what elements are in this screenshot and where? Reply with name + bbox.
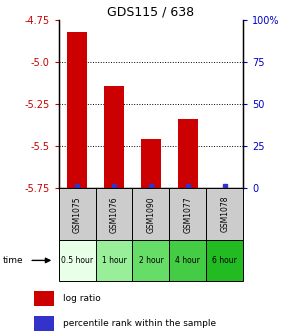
- Text: 2 hour: 2 hour: [139, 256, 163, 265]
- Bar: [178, 119, 198, 188]
- Bar: [67, 32, 87, 188]
- Text: log ratio: log ratio: [63, 294, 101, 303]
- Bar: [169, 240, 206, 281]
- Text: percentile rank within the sample: percentile rank within the sample: [63, 319, 216, 328]
- Bar: [206, 240, 243, 281]
- Bar: [132, 240, 169, 281]
- Text: GSM1076: GSM1076: [110, 196, 118, 233]
- Bar: [59, 240, 96, 281]
- Text: GSM1078: GSM1078: [220, 196, 229, 233]
- Bar: [169, 188, 206, 240]
- Bar: [132, 188, 169, 240]
- Text: 1 hour: 1 hour: [102, 256, 126, 265]
- Bar: [141, 139, 161, 188]
- Bar: [34, 316, 54, 331]
- Text: 6 hour: 6 hour: [212, 256, 237, 265]
- Text: GSM1077: GSM1077: [183, 196, 192, 233]
- Bar: [96, 240, 132, 281]
- Text: time: time: [3, 256, 23, 265]
- Bar: [96, 188, 132, 240]
- Text: 4 hour: 4 hour: [176, 256, 200, 265]
- Text: GSM1075: GSM1075: [73, 196, 81, 233]
- Text: 0.5 hour: 0.5 hour: [61, 256, 93, 265]
- Bar: [206, 188, 243, 240]
- Title: GDS115 / 638: GDS115 / 638: [107, 6, 195, 19]
- Bar: [104, 86, 124, 188]
- Bar: [34, 291, 54, 306]
- Bar: [59, 188, 96, 240]
- Text: GSM1090: GSM1090: [146, 196, 155, 233]
